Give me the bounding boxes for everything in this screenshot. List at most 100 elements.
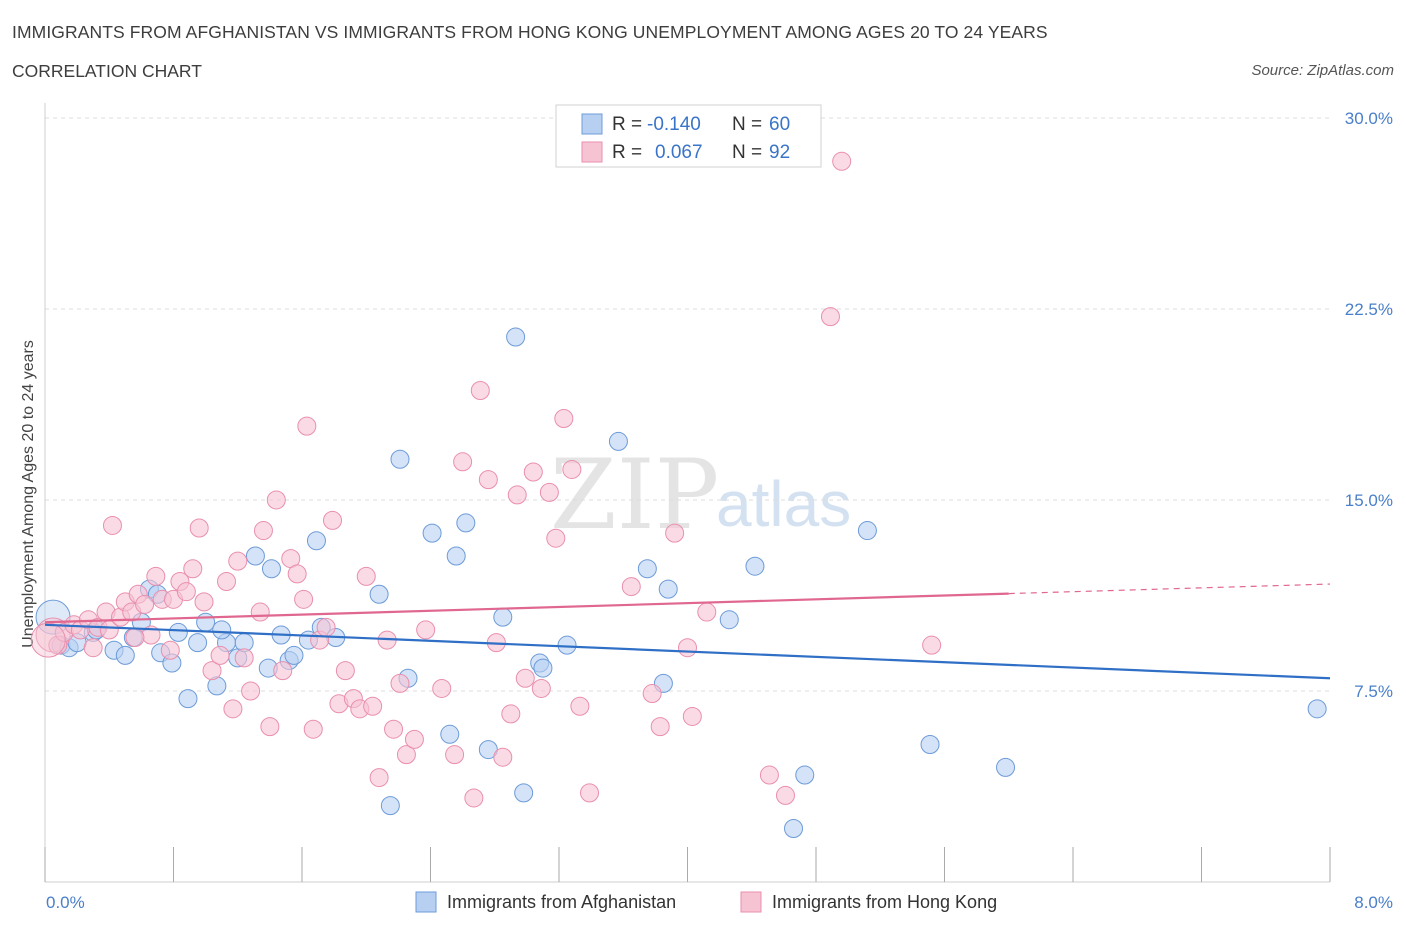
point-hongkong-40 <box>294 589 314 609</box>
legend-r-value-afghanistan: -0.140 <box>647 114 701 135</box>
point-hongkong-78 <box>621 577 641 597</box>
point-hongkong-45 <box>323 510 343 530</box>
point-hongkong-31 <box>234 648 254 668</box>
y-tick-label-2: 22.5% <box>1345 300 1393 319</box>
point-afghanistan-40 <box>493 607 513 627</box>
point-hongkong-88 <box>922 635 942 655</box>
point-hongkong-30 <box>228 551 248 571</box>
point-hongkong-75 <box>562 459 582 479</box>
point-hongkong-22 <box>176 582 196 602</box>
legend-r-value-hongkong: 0.067 <box>655 142 703 163</box>
point-hongkong-50 <box>356 566 376 586</box>
point-hongkong-34 <box>253 521 273 541</box>
point-hongkong-52 <box>369 768 389 788</box>
point-hongkong-70 <box>523 462 543 482</box>
point-hongkong-85 <box>759 765 779 785</box>
point-afghanistan-36 <box>440 724 460 744</box>
legend-n-label-afghanistan: N = <box>732 114 762 135</box>
watermark-atlas: atlas <box>716 468 851 540</box>
chart-subtitle: CORRELATION CHART <box>12 61 202 81</box>
point-hongkong-90 <box>30 622 66 658</box>
point-afghanistan-51 <box>745 556 765 576</box>
point-hongkong-68 <box>507 485 527 505</box>
point-hongkong-19 <box>160 640 180 660</box>
point-hongkong-47 <box>335 661 355 681</box>
point-afghanistan-50 <box>719 610 739 630</box>
point-hongkong-84 <box>697 602 717 622</box>
point-hongkong-59 <box>432 678 452 698</box>
point-afghanistan-32 <box>380 796 400 816</box>
trend-line-afghanistan <box>44 623 1331 680</box>
point-afghanistan-23 <box>261 559 281 579</box>
point-hongkong-10 <box>102 515 122 535</box>
watermark-zip: ZIP <box>550 439 719 551</box>
point-afghanistan-14 <box>178 689 198 709</box>
point-hongkong-28 <box>217 571 237 591</box>
point-hongkong-83 <box>682 706 702 726</box>
point-hongkong-24 <box>189 518 209 538</box>
point-hongkong-44 <box>316 617 336 637</box>
point-hongkong-82 <box>678 638 697 658</box>
x-tick-label-1: 8.0% <box>1354 893 1393 912</box>
point-afghanistan-35 <box>422 523 442 543</box>
point-hongkong-26 <box>202 661 222 681</box>
point-afghanistan-41 <box>506 327 526 347</box>
x-tick-label-0: 0.0% <box>46 893 85 912</box>
point-hongkong-15 <box>135 594 155 614</box>
point-hongkong-60 <box>445 745 465 765</box>
point-hongkong-89 <box>832 151 852 171</box>
point-afghanistan-59 <box>212 620 232 640</box>
point-afghanistan-13 <box>168 622 188 642</box>
point-hongkong-56 <box>396 745 416 765</box>
legend-swatch-afghanistan <box>581 113 603 135</box>
trend-line-hongkong <box>44 592 1009 624</box>
point-hongkong-91 <box>125 628 145 648</box>
bottom-legend-label-hongkong: Immigrants from Hong Kong <box>772 892 997 912</box>
point-afghanistan-54 <box>857 521 877 541</box>
point-afghanistan-31 <box>369 584 389 604</box>
point-hongkong-73 <box>546 528 566 548</box>
grid-lines <box>45 117 1330 692</box>
point-hongkong-87 <box>820 307 840 327</box>
point-afghanistan-44 <box>533 658 553 678</box>
y-tick-label-3: 30.0% <box>1345 109 1393 128</box>
point-hongkong-42 <box>303 719 323 739</box>
point-afghanistan-47 <box>637 559 657 579</box>
point-hongkong-69 <box>515 668 535 688</box>
y-axis-title: Unemployment Among Ages 20 to 24 years <box>20 340 37 648</box>
point-hongkong-17 <box>146 566 166 586</box>
point-afghanistan-26 <box>284 645 304 665</box>
point-afghanistan-15 <box>188 633 208 653</box>
y-tick-labels: 7.5% 15.0% 22.5% 30.0% <box>1345 109 1393 701</box>
legend-n-value-hongkong: 92 <box>769 142 790 163</box>
point-hongkong-61 <box>453 452 473 472</box>
point-afghanistan-57 <box>1307 699 1327 719</box>
bottom-legend-swatch-afghanistan <box>415 891 437 913</box>
point-afghanistan-37 <box>446 546 466 566</box>
point-afghanistan-53 <box>795 765 815 785</box>
point-afghanistan-55 <box>920 734 940 754</box>
point-hongkong-71 <box>531 678 551 698</box>
legend-n-label-hongkong: N = <box>732 142 762 163</box>
chart-title: IMMIGRANTS FROM AFGHANISTAN VS IMMIGRANT… <box>12 22 1048 42</box>
point-afghanistan-38 <box>456 513 476 533</box>
point-hongkong-27 <box>210 645 230 665</box>
point-afghanistan-56 <box>996 757 1016 777</box>
point-hongkong-23 <box>183 559 203 579</box>
point-hongkong-25 <box>194 592 214 612</box>
y-tick-label-1: 15.0% <box>1345 491 1393 510</box>
point-afghanistan-46 <box>608 431 628 451</box>
point-afghanistan-49 <box>658 579 678 599</box>
point-hongkong-33 <box>250 602 270 622</box>
trend-lines <box>44 583 1331 680</box>
point-hongkong-74 <box>554 409 574 429</box>
point-hongkong-37 <box>273 661 293 681</box>
watermark: ZIP atlas <box>550 439 851 551</box>
point-hongkong-36 <box>266 490 286 510</box>
point-hongkong-77 <box>580 783 600 803</box>
legend-r-label-afghanistan: R = <box>612 114 642 135</box>
point-afghanistan-28 <box>306 531 326 551</box>
point-hongkong-72 <box>539 482 559 502</box>
point-afghanistan-16 <box>196 612 216 632</box>
axes <box>44 103 1331 883</box>
